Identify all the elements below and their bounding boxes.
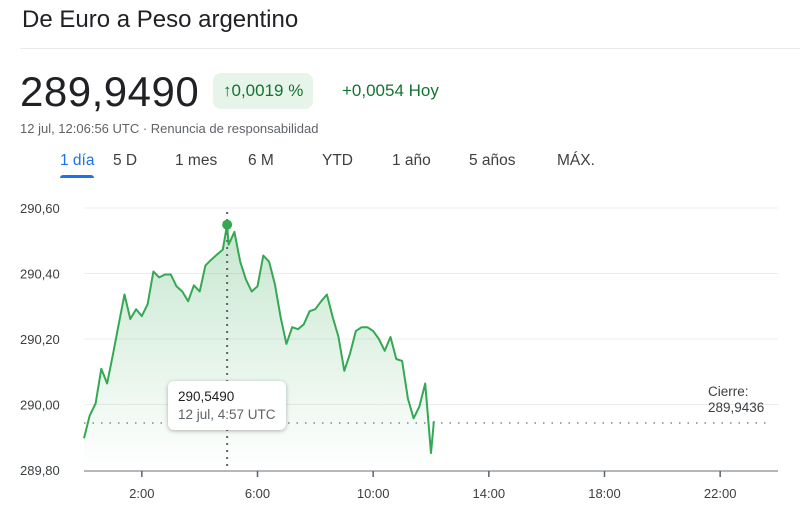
tab-7[interactable]: MÁX. bbox=[557, 152, 595, 169]
price-meta: 12 jul, 12:06:56 UTC · Renuncia de respo… bbox=[20, 121, 318, 136]
page-title: De Euro a Peso argentino bbox=[22, 6, 299, 33]
tab-3[interactable]: 6 M bbox=[248, 152, 274, 169]
hover-point bbox=[222, 219, 233, 230]
disclaimer-link[interactable]: Renuncia de responsabilidad bbox=[150, 121, 319, 136]
x-tick-label: 6:00 bbox=[245, 486, 270, 501]
x-tick-label: 2:00 bbox=[129, 486, 154, 501]
x-tick-label: 18:00 bbox=[588, 486, 621, 501]
tab-0[interactable]: 1 día bbox=[60, 150, 95, 178]
hover-tooltip: 290,5490 12 jul, 4:57 UTC bbox=[168, 381, 286, 430]
tooltip-value: 290,5490 bbox=[178, 389, 235, 404]
change-percent-badge: ↑0,0019 % bbox=[213, 73, 314, 109]
x-tick-label: 14:00 bbox=[473, 486, 506, 501]
tooltip-time: 12 jul, 4:57 UTC bbox=[178, 407, 276, 422]
y-tick-label: 290,00 bbox=[20, 398, 60, 413]
y-tick-label: 290,40 bbox=[20, 267, 60, 282]
change-absolute: +0,0054 Hoy bbox=[342, 81, 439, 100]
x-tick-label: 22:00 bbox=[704, 486, 737, 501]
y-tick-label: 289,80 bbox=[20, 463, 60, 478]
previous-close-label: Cierre: bbox=[708, 384, 749, 399]
y-tick-label: 290,60 bbox=[20, 201, 60, 216]
area-fill bbox=[84, 224, 434, 470]
timestamp: 12 jul, 12:06:56 UTC bbox=[20, 121, 140, 136]
arrow-up-icon: ↑ bbox=[223, 81, 232, 100]
y-tick-label: 290,20 bbox=[20, 332, 60, 347]
change-percent: 0,0019 % bbox=[231, 81, 304, 100]
tab-2[interactable]: 1 mes bbox=[175, 152, 218, 169]
divider bbox=[20, 48, 800, 49]
separator: · bbox=[139, 121, 151, 136]
tab-5[interactable]: 1 año bbox=[392, 152, 431, 169]
previous-close-value: 289,9436 bbox=[708, 400, 765, 415]
current-price: 289,9490 bbox=[20, 68, 200, 115]
x-tick-label: 10:00 bbox=[357, 486, 390, 501]
tab-1[interactable]: 5 D bbox=[113, 152, 138, 169]
tab-6[interactable]: 5 años bbox=[469, 152, 516, 169]
previous-close: Cierre: 289,9436 bbox=[708, 384, 764, 416]
tab-4[interactable]: YTD bbox=[322, 152, 353, 169]
price-line bbox=[83, 223, 435, 454]
